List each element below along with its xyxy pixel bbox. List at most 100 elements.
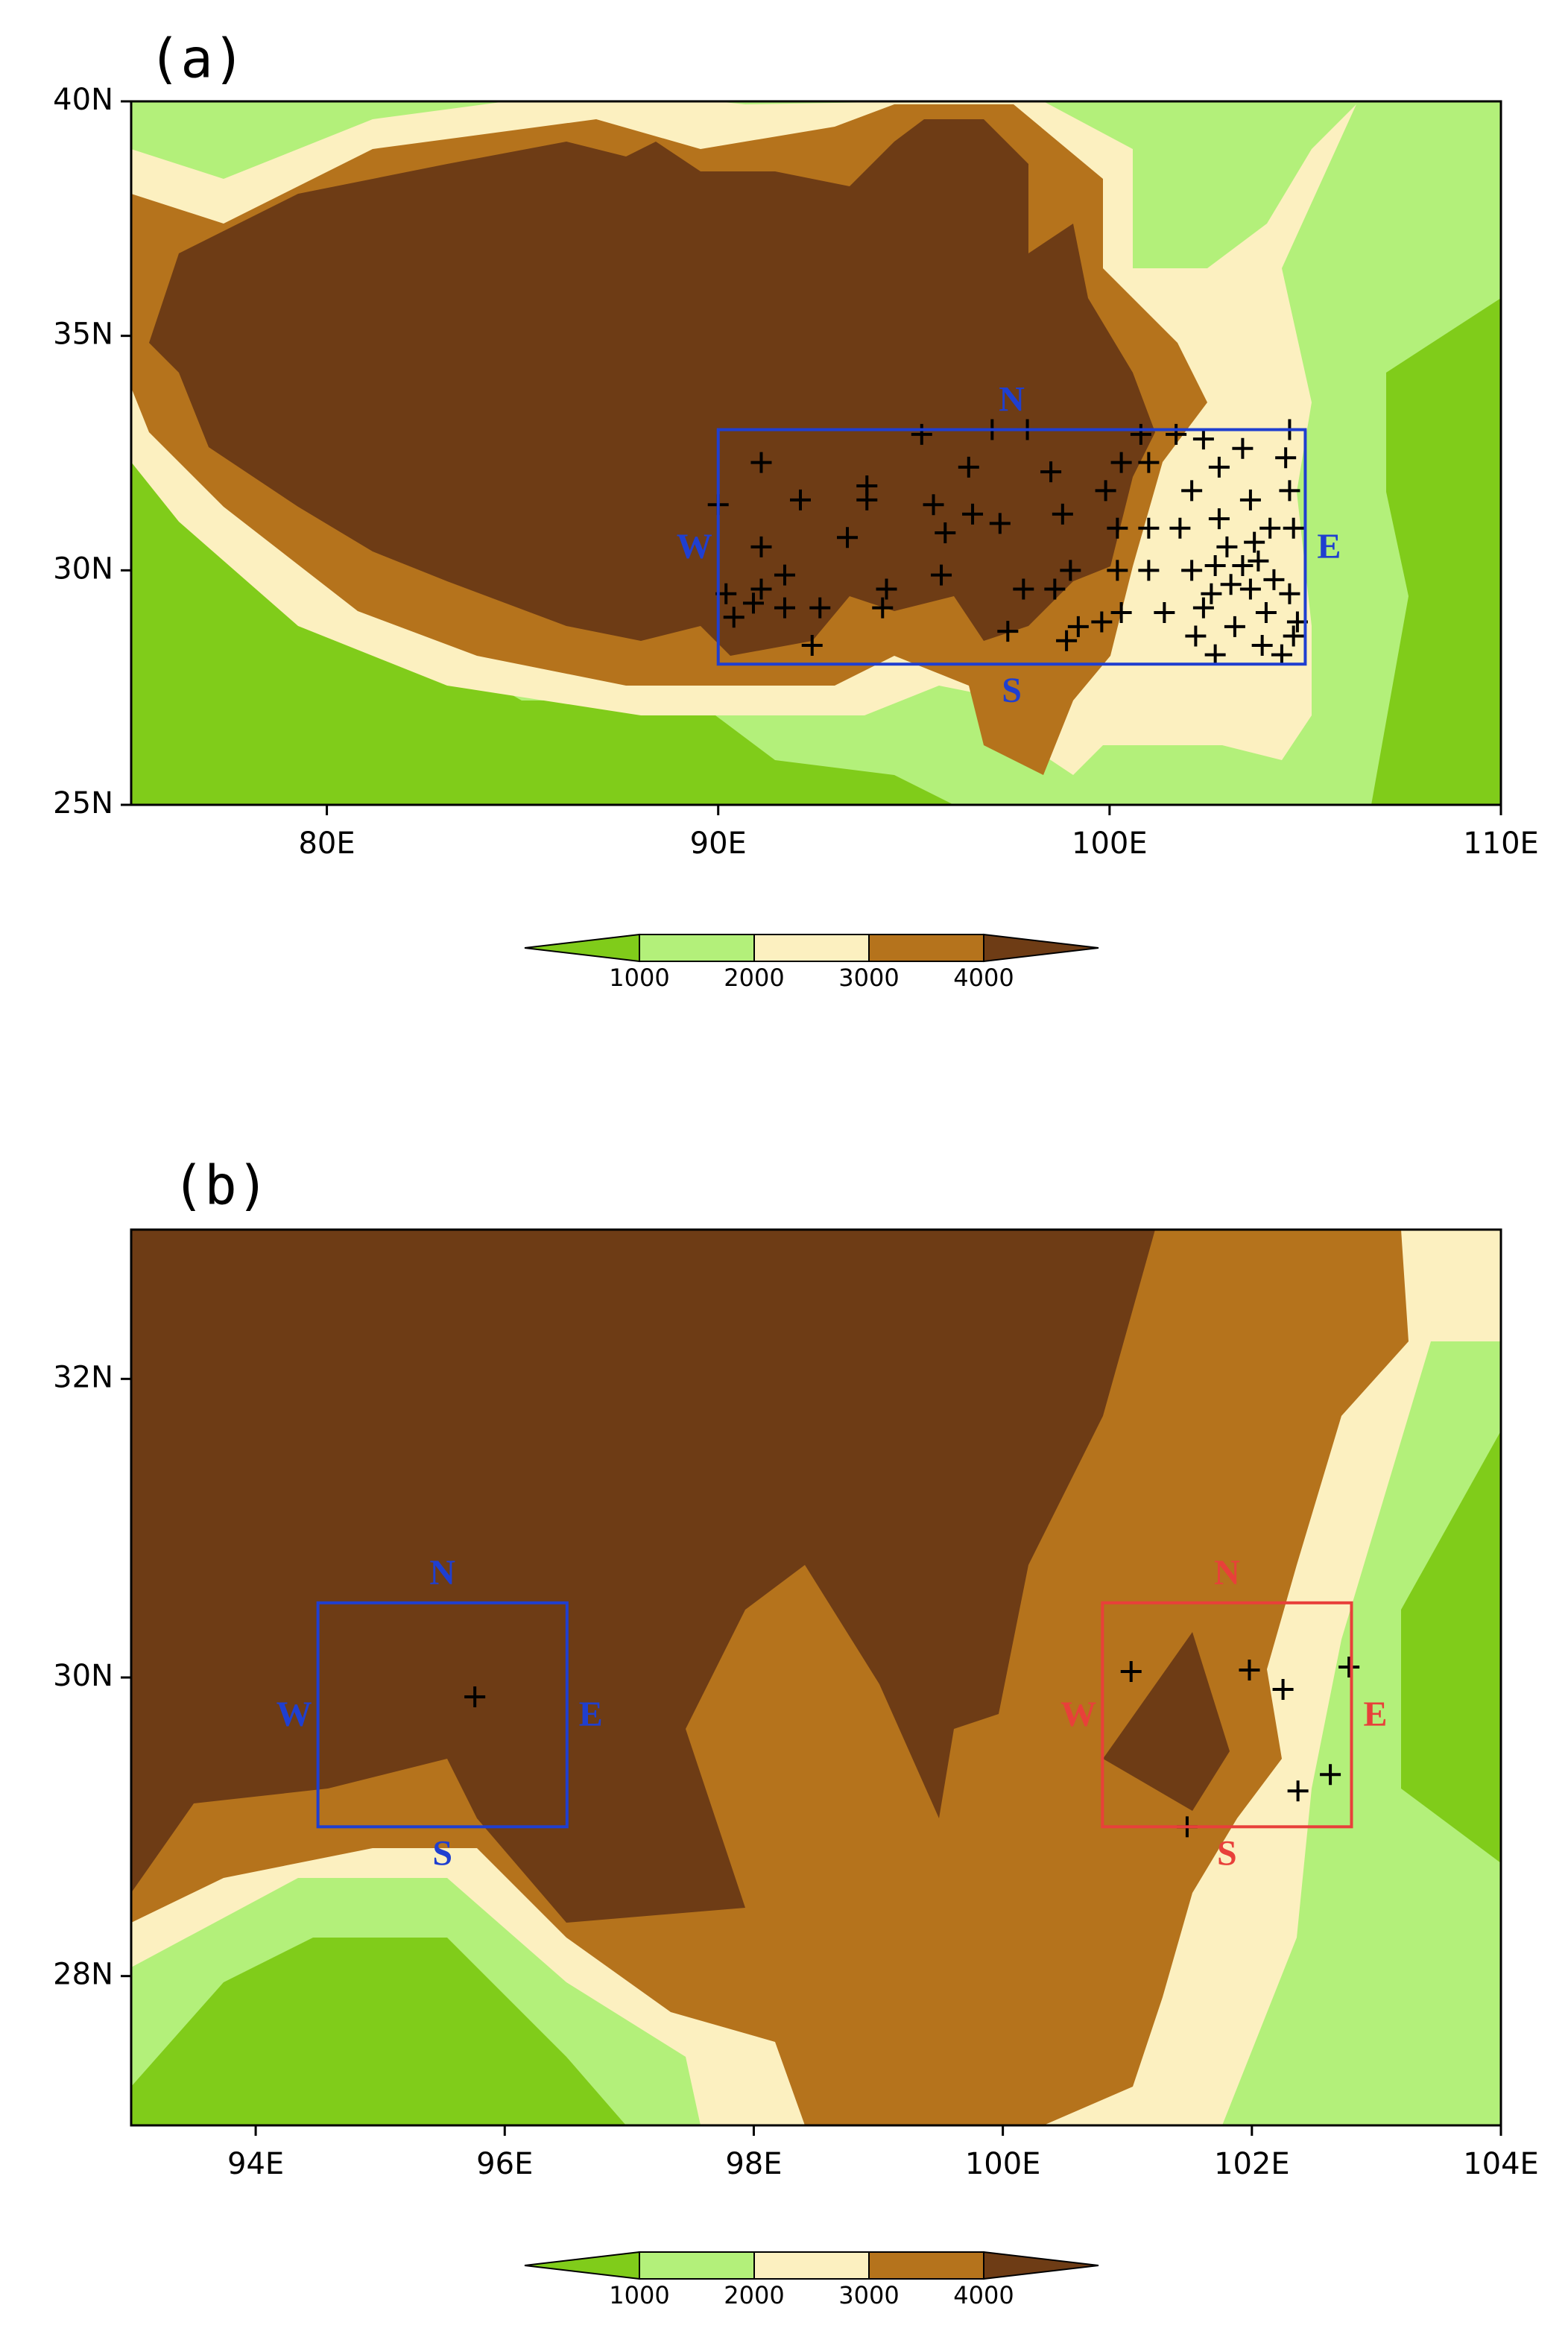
panel-label: (a) xyxy=(148,28,245,90)
station xyxy=(1255,601,1277,623)
station xyxy=(935,522,956,543)
station xyxy=(1271,644,1292,665)
colorbar-segment xyxy=(639,934,755,962)
x-tick-label: 110E xyxy=(1463,826,1539,861)
station xyxy=(997,621,1019,642)
station xyxy=(1239,578,1261,600)
box-label: W xyxy=(276,1695,312,1734)
station xyxy=(1216,536,1238,557)
colorbar-segment xyxy=(524,2251,640,2280)
station xyxy=(911,423,932,445)
station xyxy=(1107,517,1128,539)
station xyxy=(1154,601,1175,623)
station xyxy=(750,536,772,557)
station xyxy=(1251,635,1273,657)
y-tick-label: 40N xyxy=(53,83,113,117)
x-tick-label: 90E xyxy=(690,826,747,861)
station xyxy=(1287,1780,1309,1802)
station xyxy=(1013,578,1034,600)
station xyxy=(1040,461,1062,483)
station xyxy=(1192,597,1214,619)
station xyxy=(1052,503,1073,525)
box-label: S xyxy=(1217,1833,1237,1873)
colorbar-segment xyxy=(753,934,870,962)
station xyxy=(1110,601,1132,623)
station xyxy=(1192,428,1214,450)
station xyxy=(750,578,772,600)
box-label: N xyxy=(999,380,1025,420)
colorbar-label: 1000 xyxy=(609,964,669,992)
terrain xyxy=(131,425,954,805)
station xyxy=(1138,517,1160,539)
station xyxy=(1272,1679,1294,1701)
y-tick-label: 35N xyxy=(53,317,113,352)
station xyxy=(923,494,944,516)
colorbar-segment xyxy=(983,933,1099,963)
station xyxy=(789,489,811,510)
box-label: E xyxy=(1317,527,1341,566)
box-label: E xyxy=(1363,1695,1387,1734)
station xyxy=(1110,452,1132,473)
station xyxy=(872,597,894,619)
box-label: N xyxy=(429,1553,455,1593)
station xyxy=(1204,555,1226,577)
station xyxy=(1166,423,1187,445)
station xyxy=(1279,583,1300,604)
box-label: W xyxy=(1060,1695,1096,1734)
station xyxy=(1338,1656,1360,1677)
colorbar-label: 4000 xyxy=(953,964,1014,992)
x-tick-label: 94E xyxy=(227,2147,284,2181)
station xyxy=(1044,578,1066,600)
station xyxy=(1283,625,1304,647)
station xyxy=(1060,560,1081,581)
station xyxy=(1263,569,1285,590)
terrain xyxy=(149,119,1155,656)
station xyxy=(962,503,984,525)
station xyxy=(837,527,859,548)
station xyxy=(1201,583,1222,604)
terrain xyxy=(1371,298,1501,805)
station xyxy=(1232,437,1254,459)
x-tick-label: 100E xyxy=(965,2147,1041,2181)
x-tick-label: 98E xyxy=(725,2147,782,2181)
station xyxy=(1224,616,1245,637)
station xyxy=(1095,480,1116,502)
station xyxy=(742,592,764,614)
x-tick-label: 100E xyxy=(1072,826,1148,861)
station xyxy=(1181,480,1203,502)
station xyxy=(989,513,1011,534)
terrain-b xyxy=(131,1230,1501,2125)
station xyxy=(1181,560,1203,581)
station xyxy=(856,489,878,510)
station xyxy=(1169,517,1191,539)
station xyxy=(750,452,772,473)
y-tick-label: 32N xyxy=(53,1360,113,1394)
terrain-a xyxy=(131,101,1501,805)
station xyxy=(723,607,745,628)
colorbar-label: 4000 xyxy=(953,2281,1014,2309)
station xyxy=(801,635,823,657)
station xyxy=(1185,625,1207,647)
colorbar-label: 3000 xyxy=(838,964,899,992)
station xyxy=(1107,560,1128,581)
station xyxy=(958,456,979,478)
station xyxy=(1275,447,1297,469)
station xyxy=(1091,611,1113,633)
y-tick-label: 30N xyxy=(53,551,113,586)
station xyxy=(1204,644,1226,665)
colorbar-label: 2000 xyxy=(724,2281,784,2309)
station xyxy=(774,597,795,619)
box-label: S xyxy=(1002,671,1022,710)
x-tick-label: 104E xyxy=(1463,2147,1539,2181)
terrain xyxy=(131,1230,1155,1923)
station xyxy=(1248,550,1269,572)
station xyxy=(809,597,831,619)
terrain xyxy=(131,1938,626,2125)
station xyxy=(1220,574,1242,595)
colorbar-label: 2000 xyxy=(724,964,784,992)
station xyxy=(1208,456,1230,478)
colorbar-segment xyxy=(868,934,984,962)
station xyxy=(1239,489,1261,510)
region-box xyxy=(1101,1601,1353,1829)
